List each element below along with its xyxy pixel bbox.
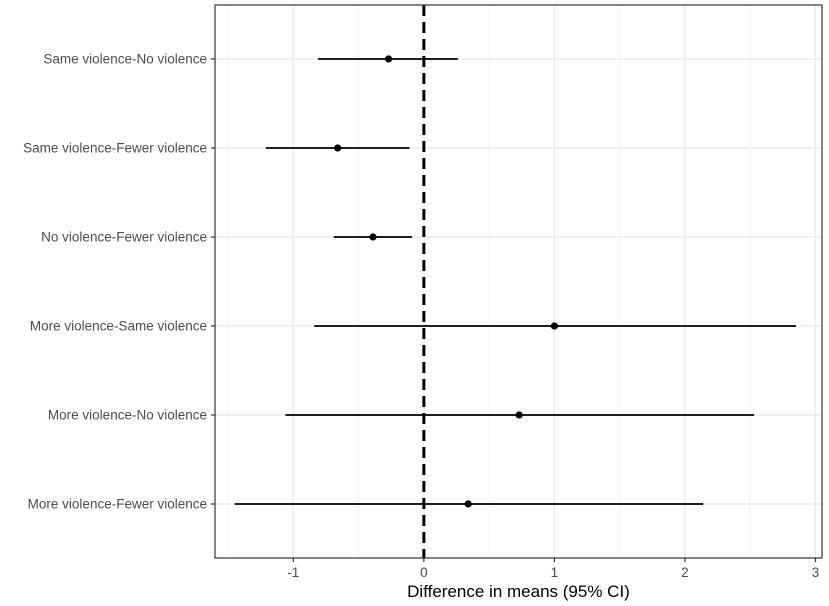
- panel-border: [214, 4, 823, 559]
- plot-panel: [215, 5, 822, 558]
- x-tick-label: -1: [287, 565, 299, 580]
- y-tick-label: More violence-Same violence: [30, 319, 207, 334]
- x-tick-label: 1: [551, 565, 559, 580]
- y-tick-label: Same violence-Fewer violence: [23, 141, 207, 156]
- estimate-point-6: [464, 500, 472, 508]
- panel-border-group: [214, 4, 823, 559]
- x-axis-title: Difference in means (95% CI): [407, 582, 630, 601]
- y-axis: Same violence-No violence Same violence-F…: [23, 52, 215, 512]
- y-tick-label: No violence-Fewer violence: [41, 230, 207, 245]
- estimate-point-5: [515, 411, 523, 419]
- data-marks: [234, 55, 796, 508]
- estimate-point-3: [369, 233, 377, 241]
- estimate-point-4: [550, 322, 558, 330]
- y-tick-label: Same violence-No violence: [43, 52, 207, 67]
- y-tick-label: More violence-No violence: [48, 408, 207, 423]
- estimate-point-1: [385, 55, 393, 63]
- estimate-point-2: [334, 144, 342, 152]
- x-axis: -1 0 1 2 3: [287, 558, 819, 580]
- x-tick-label: 2: [681, 565, 689, 580]
- x-tick-label: 3: [812, 565, 820, 580]
- x-tick-label: 0: [420, 565, 428, 580]
- y-tick-label: More violence-Fewer violence: [28, 497, 207, 512]
- panel-background: [215, 5, 822, 558]
